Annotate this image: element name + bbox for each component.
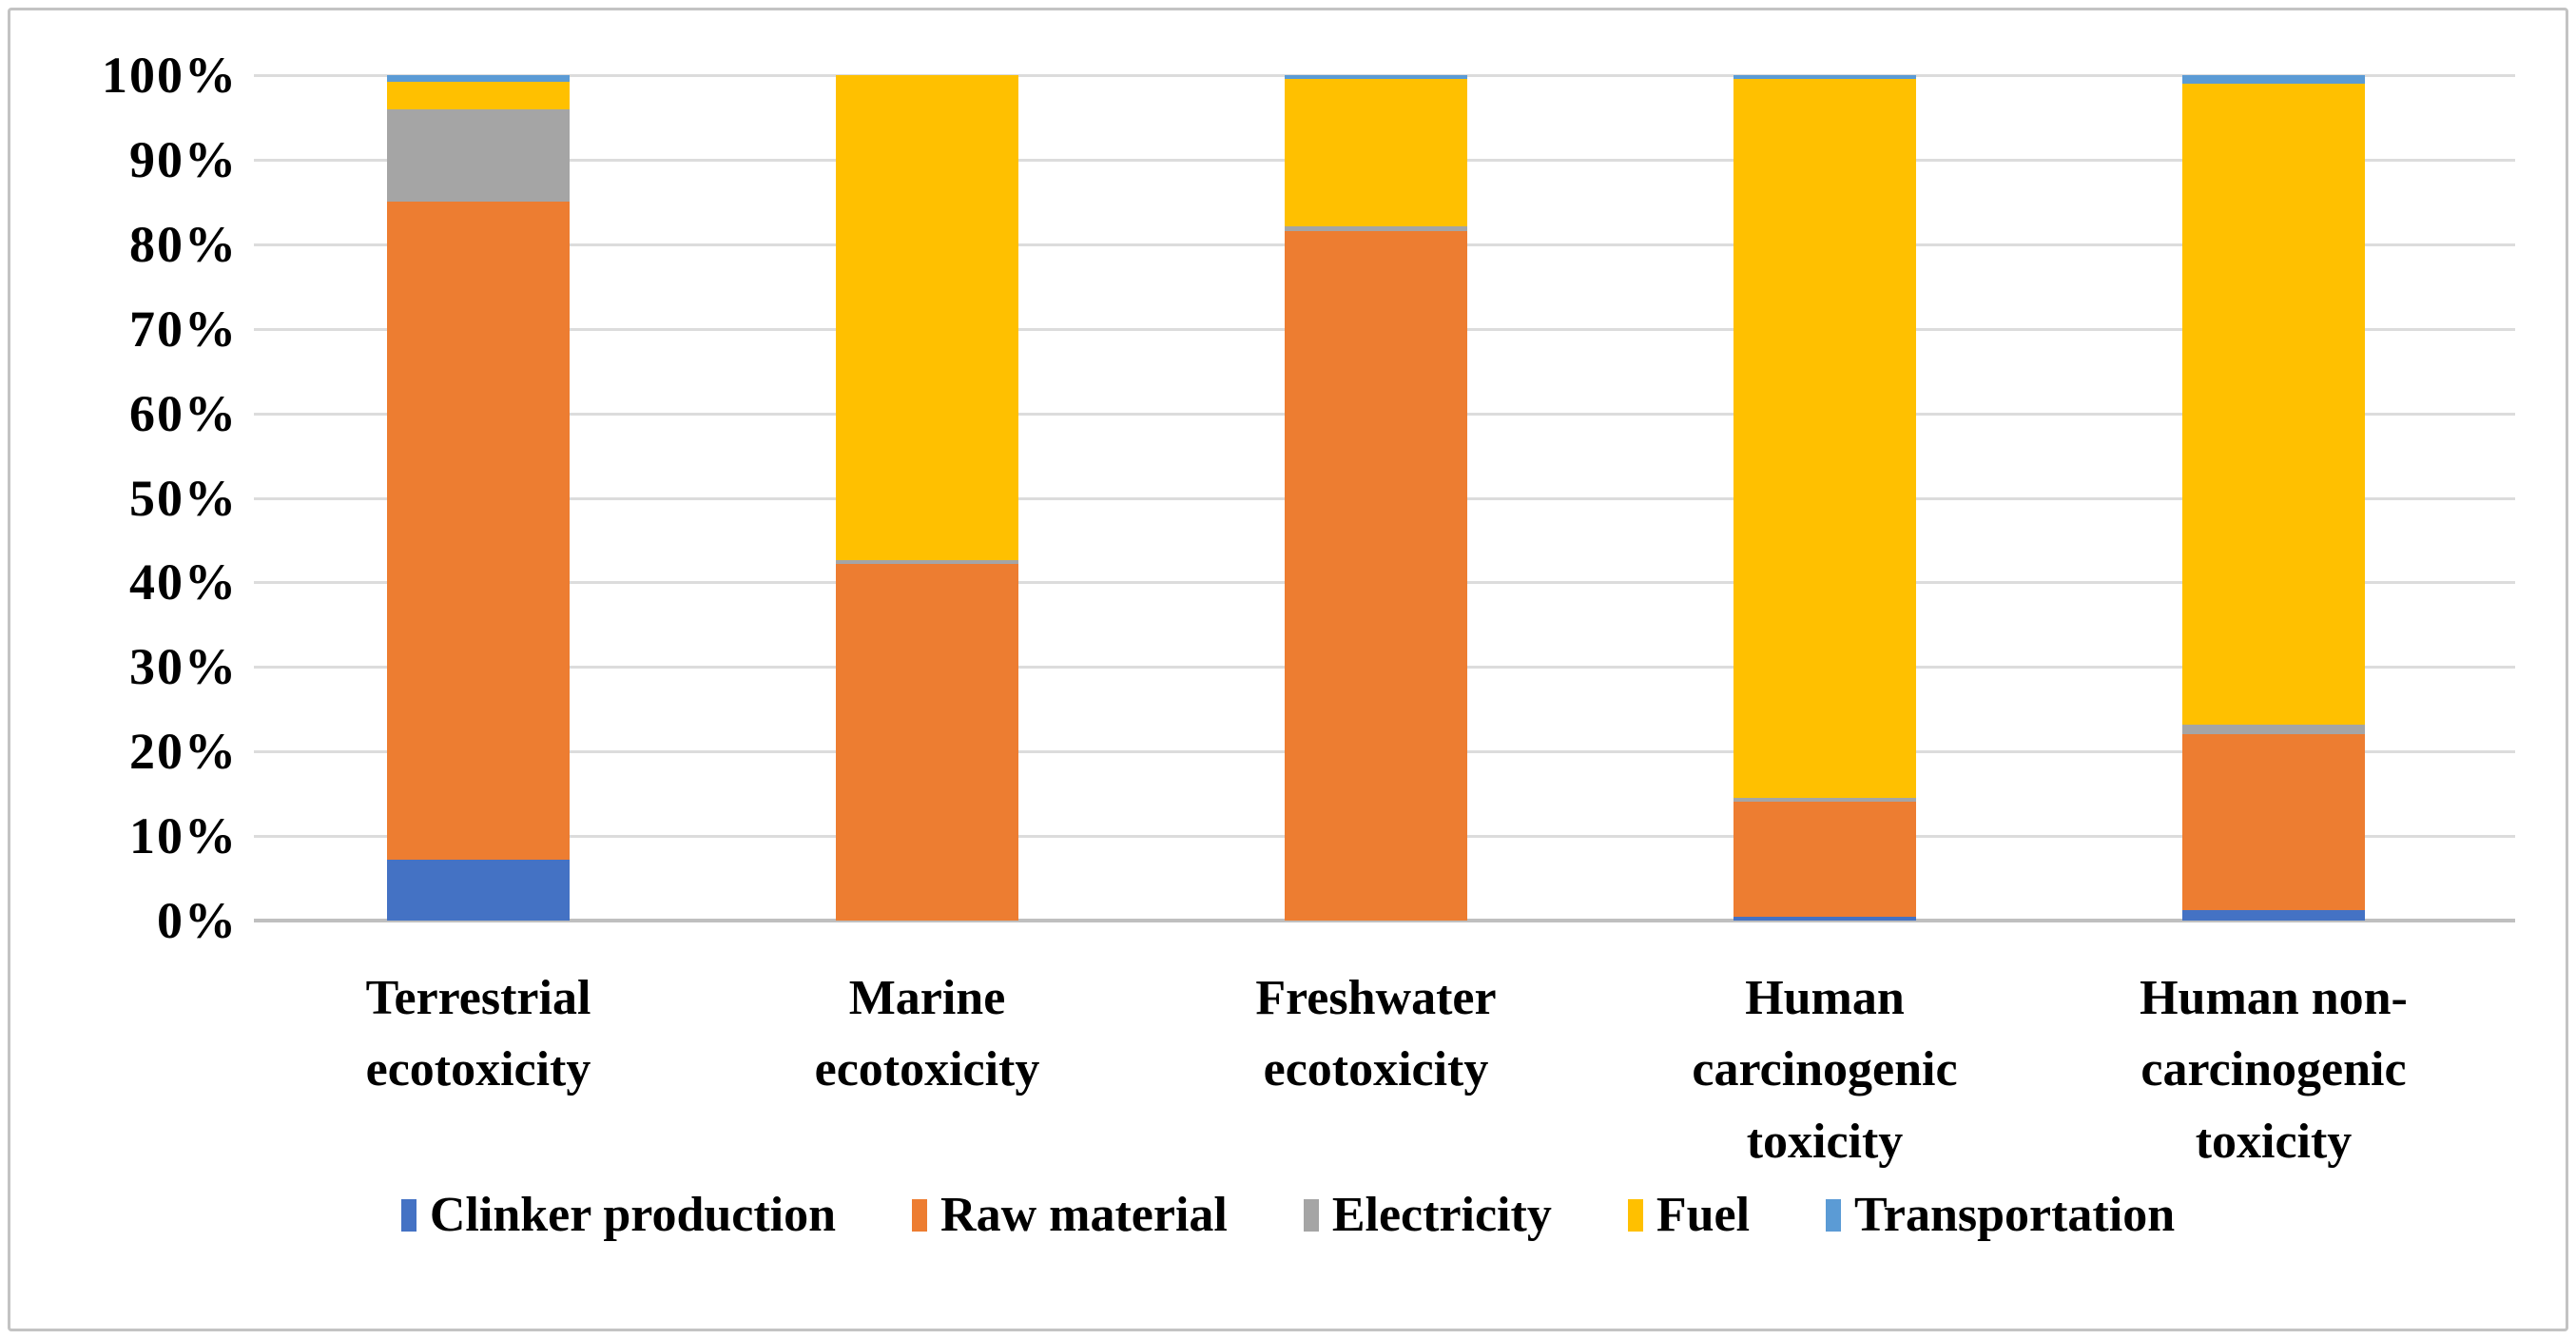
legend-label-raw-material: Raw material (940, 1188, 1228, 1242)
legend-swatch-fuel (1627, 1199, 1643, 1232)
segment-transportation-terrestrial-ecotoxicity (387, 75, 570, 83)
category-label-freshwater-ecotoxicity: Freshwater ecotoxicity (1152, 962, 1599, 1106)
y-tick-label-10: 10% (129, 807, 238, 865)
segment-clinker-production-terrestrial-ecotoxicity (387, 860, 570, 921)
segment-raw-material-terrestrial-ecotoxicity (387, 202, 570, 860)
category-label-line: ecotoxicity (365, 1042, 591, 1097)
segment-fuel-human-carcinogenic-toxicity (1733, 79, 1916, 799)
y-tick-label-20: 20% (129, 723, 238, 781)
bar-freshwater-ecotoxicity (1285, 75, 1467, 921)
category-label-human-carcinogenic-toxicity: Human carcinogenic toxicity (1601, 962, 2048, 1177)
legend-item-transportation: Transportation (1826, 1191, 2175, 1240)
segment-fuel-marine-ecotoxicity (836, 75, 1018, 561)
category-label-terrestrial-ecotoxicity: Terrestrial ecotoxicity (255, 962, 702, 1106)
category-label-line: Terrestrial (365, 971, 591, 1025)
y-tick-label-80: 80% (129, 215, 238, 273)
legend-item-raw-material: Raw material (912, 1191, 1228, 1240)
segment-clinker-production-human-non-carcinogenic-toxicity (2182, 910, 2365, 921)
y-tick-label-30: 30% (129, 638, 238, 696)
category-label-human-non-carcinogenic-toxicity: Human non-carcinogenic toxicity (2050, 962, 2497, 1177)
bar-human-non-carcinogenic-toxicity (2182, 75, 2365, 921)
segment-fuel-human-non-carcinogenic-toxicity (2182, 83, 2365, 725)
segment-transportation-human-non-carcinogenic-toxicity (2182, 75, 2365, 84)
y-tick-label-70: 70% (129, 300, 238, 358)
segment-raw-material-human-non-carcinogenic-toxicity (2182, 733, 2365, 911)
segment-clinker-production-human-carcinogenic-toxicity (1733, 916, 1916, 921)
category-label-line: toxicity (1746, 1114, 1904, 1169)
category-label-marine-ecotoxicity: Marine ecotoxicity (704, 962, 1151, 1106)
bar-marine-ecotoxicity (836, 75, 1018, 921)
category-label-line: ecotoxicity (814, 1042, 1040, 1097)
y-tick-label-50: 50% (129, 469, 238, 527)
segment-electricity-human-non-carcinogenic-toxicity (2182, 724, 2365, 734)
chart-legend: Clinker production Raw material Electricit… (0, 1191, 2576, 1240)
bar-human-carcinogenic-toxicity (1733, 75, 1916, 921)
segment-electricity-marine-ecotoxicity (836, 560, 1018, 564)
y-tick-label-100: 100% (102, 47, 238, 104)
legend-swatch-clinker-production (400, 1199, 416, 1232)
y-tick-label-60: 60% (129, 384, 238, 442)
y-tick-label-0: 0% (157, 892, 238, 949)
x-axis-line (254, 919, 2515, 922)
segment-electricity-terrestrial-ecotoxicity (387, 108, 570, 203)
category-label-line: carcinogenic (1692, 1042, 1958, 1097)
y-tick-label-90: 90% (129, 130, 238, 188)
legend-item-fuel: Fuel (1627, 1188, 1751, 1242)
legend-item-clinker-production: Clinker production (400, 1188, 837, 1242)
category-label-line: Marine (848, 971, 1006, 1025)
category-label-line: Human (1745, 971, 1905, 1025)
legend-item-electricity: Electricity (1303, 1188, 1552, 1242)
category-label-line: Human non- (2140, 971, 2408, 1025)
legend-swatch-transportation (1826, 1199, 1842, 1232)
legend-swatch-raw-material (912, 1199, 928, 1232)
segment-transportation-freshwater-ecotoxicity (1285, 75, 1467, 80)
segment-fuel-terrestrial-ecotoxicity (387, 82, 570, 109)
segment-transportation-human-carcinogenic-toxicity (1733, 75, 1916, 80)
segment-raw-material-marine-ecotoxicity (836, 563, 1018, 921)
segment-electricity-freshwater-ecotoxicity (1285, 226, 1467, 231)
segment-raw-material-freshwater-ecotoxicity (1285, 230, 1467, 921)
category-label-line: Freshwater (1255, 971, 1497, 1025)
y-tick-label-40: 40% (129, 553, 238, 611)
category-label-line: ecotoxicity (1263, 1042, 1489, 1097)
legend-label-electricity: Electricity (1331, 1188, 1552, 1242)
category-label-line: carcinogenic (2140, 1042, 2407, 1097)
segment-fuel-freshwater-ecotoxicity (1285, 79, 1467, 227)
legend-label-fuel: Fuel (1656, 1188, 1751, 1242)
bar-terrestrial-ecotoxicity (387, 75, 570, 921)
segment-electricity-human-carcinogenic-toxicity (1733, 798, 1916, 802)
legend-label-transportation: Transportation (1854, 1188, 2176, 1242)
segment-raw-material-human-carcinogenic-toxicity (1733, 801, 1916, 917)
legend-label-clinker-production: Clinker production (429, 1188, 837, 1242)
category-label-line: toxicity (2195, 1114, 2353, 1169)
legend-swatch-electricity (1303, 1199, 1319, 1232)
plot-area (254, 74, 2515, 922)
